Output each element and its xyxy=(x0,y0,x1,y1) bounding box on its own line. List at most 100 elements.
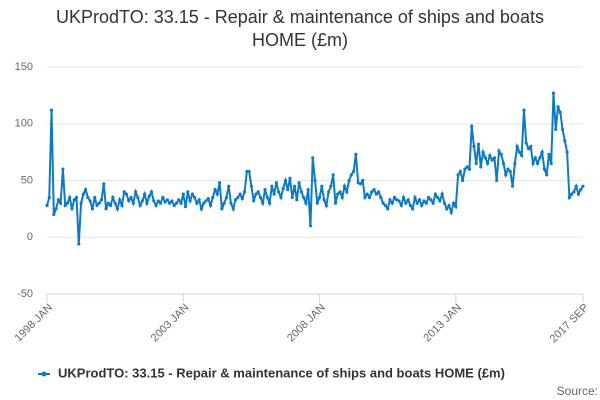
data-point xyxy=(308,224,313,228)
data-point xyxy=(286,187,290,192)
data-point xyxy=(383,203,388,208)
data-point xyxy=(406,198,410,202)
data-point xyxy=(563,139,567,143)
data-point xyxy=(165,198,169,202)
data-point xyxy=(224,195,229,200)
data-point xyxy=(315,201,319,205)
data-point xyxy=(581,184,585,188)
data-point xyxy=(497,149,501,153)
data-point xyxy=(565,150,569,154)
data-point xyxy=(526,147,531,151)
source: Source: xyxy=(557,384,598,398)
x-tick-label: 1998 JAN xyxy=(13,302,56,345)
x-tick-label: 2017 SEP xyxy=(548,302,592,346)
data-point xyxy=(347,178,351,183)
data-point xyxy=(513,161,517,166)
data-point xyxy=(161,195,165,200)
data-point xyxy=(304,201,308,205)
data-point xyxy=(274,181,278,185)
data-point xyxy=(177,198,181,202)
data-point xyxy=(549,161,553,166)
data-point xyxy=(499,152,503,156)
y-tick-label: 100 xyxy=(15,118,33,130)
data-point xyxy=(436,195,440,200)
data-point xyxy=(411,207,415,211)
data-point xyxy=(365,192,369,196)
legend-marker xyxy=(41,371,47,377)
data-point xyxy=(140,199,144,203)
data-point xyxy=(186,190,190,194)
data-point xyxy=(213,187,217,192)
data-point xyxy=(74,195,79,200)
data-point xyxy=(208,203,213,208)
data-point xyxy=(567,195,571,200)
data-point xyxy=(233,198,238,202)
data-point xyxy=(88,199,92,203)
data-point xyxy=(179,201,183,205)
x-tick-label: 2013 JAN xyxy=(421,302,464,345)
data-point xyxy=(465,165,469,169)
data-point xyxy=(474,161,478,166)
data-point xyxy=(288,176,292,180)
data-point xyxy=(524,141,528,145)
data-point xyxy=(483,156,487,160)
data-point xyxy=(392,195,397,200)
data-point xyxy=(295,198,299,202)
data-point xyxy=(118,198,122,202)
data-point xyxy=(174,201,179,205)
data-point xyxy=(404,201,408,205)
data-point xyxy=(442,201,447,205)
data-point xyxy=(106,201,110,205)
data-point xyxy=(193,195,197,200)
data-point xyxy=(84,187,88,192)
data-point xyxy=(367,195,372,200)
data-point xyxy=(520,153,524,158)
data-point xyxy=(456,173,460,177)
data-point xyxy=(376,190,381,194)
data-point xyxy=(279,195,283,200)
data-point xyxy=(349,173,353,177)
data-point xyxy=(190,192,194,196)
data-point xyxy=(551,91,556,95)
data-point xyxy=(81,192,85,196)
data-point xyxy=(333,201,338,205)
data-point xyxy=(63,203,67,208)
data-point xyxy=(560,127,565,132)
data-point xyxy=(572,190,576,194)
data-point xyxy=(447,203,451,208)
data-point xyxy=(265,195,269,200)
data-point xyxy=(429,198,433,202)
data-point xyxy=(77,242,81,246)
data-point xyxy=(306,187,310,192)
data-point xyxy=(517,150,522,154)
data-point xyxy=(345,190,349,194)
data-point xyxy=(540,150,544,154)
data-point xyxy=(238,192,242,196)
data-point xyxy=(127,199,131,203)
y-tick-label: -50 xyxy=(17,288,33,300)
data-point xyxy=(158,201,163,205)
data-point xyxy=(533,156,537,160)
data-point xyxy=(170,199,174,203)
data-point xyxy=(204,199,208,203)
data-point xyxy=(558,110,562,114)
data-point xyxy=(136,195,140,200)
data-point xyxy=(247,169,251,174)
data-point xyxy=(317,195,322,200)
data-point xyxy=(324,203,328,208)
data-point xyxy=(124,192,129,196)
data-point xyxy=(138,203,142,208)
data-point xyxy=(311,156,315,160)
data-point xyxy=(401,195,406,200)
data-point xyxy=(181,192,185,196)
data-point xyxy=(90,207,95,211)
data-point xyxy=(415,201,419,205)
data-point xyxy=(420,203,424,208)
data-point xyxy=(199,207,204,211)
data-point xyxy=(388,198,392,202)
data-point xyxy=(336,192,340,196)
data-point xyxy=(242,190,247,194)
data-point xyxy=(206,197,210,201)
data-point xyxy=(313,178,317,183)
